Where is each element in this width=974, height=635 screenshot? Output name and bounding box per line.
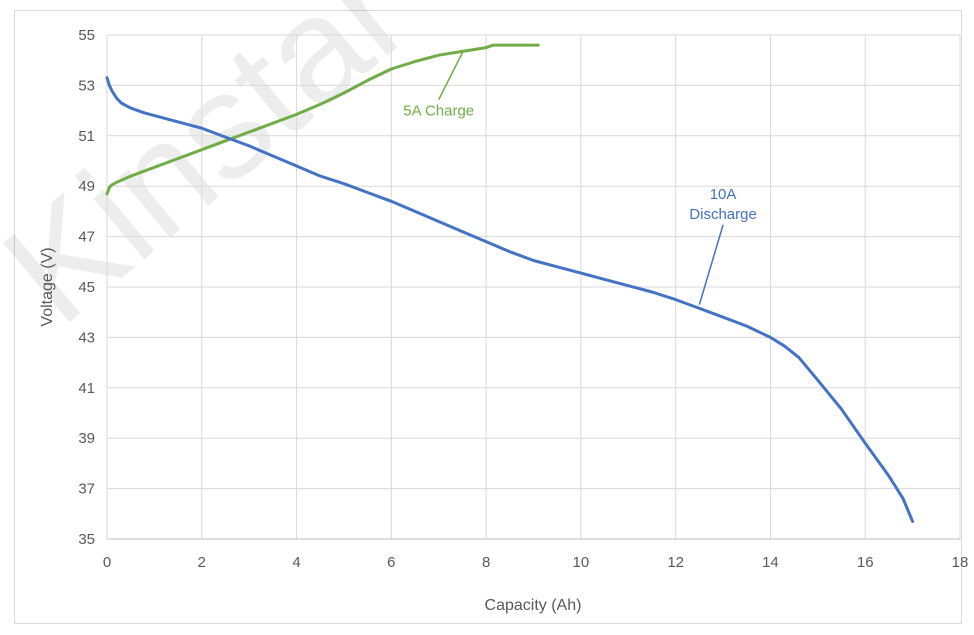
x-tick-label: 0 (103, 554, 111, 571)
y-tick-label: 43 (78, 329, 95, 346)
y-axis-title: Voltage (V) (39, 247, 56, 326)
annotation-label: 5A Charge (403, 103, 474, 120)
chart-area (14, 10, 962, 624)
x-tick-label: 4 (292, 554, 300, 571)
y-tick-label: 41 (78, 380, 95, 397)
series-line-discharge (105, 76, 915, 523)
x-tick-label: 2 (198, 554, 206, 571)
y-tick-label: 39 (78, 430, 95, 447)
x-tick-label: 14 (762, 554, 779, 571)
x-tick-labels: 0 2 4 6 8 10 12 14 16 18 (103, 554, 969, 571)
y-tick-label: 51 (78, 128, 95, 145)
y-tick-label: 35 (78, 531, 95, 548)
y-tick-label: 37 (78, 481, 95, 498)
x-tick-label: 8 (482, 554, 490, 571)
x-axis-title: Capacity (Ah) (485, 597, 582, 614)
annotations: 5A Charge 10A Discharge (403, 52, 757, 305)
x-tick-label: 12 (667, 554, 684, 571)
x-tick-label: 18 (952, 554, 969, 571)
y-tick-label: 55 (78, 27, 95, 44)
y-tick-labels: 35 37 39 41 43 45 47 49 51 53 55 (78, 27, 95, 548)
annotation-label: Discharge (689, 206, 757, 223)
annotation-label: 10A (710, 186, 737, 203)
x-tick-label: 16 (857, 554, 874, 571)
series-line-charge (105, 43, 540, 196)
gridlines (106, 34, 961, 540)
series-layer (105, 43, 915, 523)
watermark-text: Kinstar (0, 0, 438, 355)
annotation-leader-line (438, 52, 464, 100)
x-tick-label: 10 (573, 554, 590, 571)
y-tick-label: 47 (78, 229, 95, 246)
annotation-leader-line (698, 224, 724, 305)
x-tick-label: 6 (387, 554, 395, 571)
y-tick-label: 53 (78, 77, 95, 94)
y-tick-label: 45 (78, 279, 95, 296)
y-tick-label: 49 (78, 178, 95, 195)
